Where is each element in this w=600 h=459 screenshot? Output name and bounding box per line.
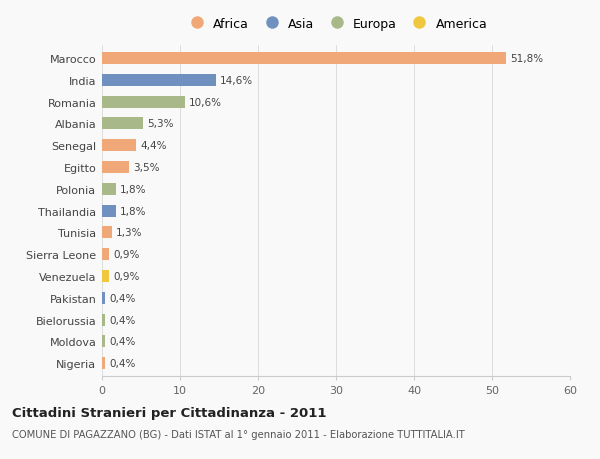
Bar: [102, 358, 105, 369]
Bar: [102, 162, 130, 174]
Bar: [102, 96, 185, 108]
Text: 0,4%: 0,4%: [109, 315, 136, 325]
Legend: Africa, Asia, Europa, America: Africa, Asia, Europa, America: [182, 15, 490, 33]
Bar: [102, 336, 105, 347]
Text: 5,3%: 5,3%: [147, 119, 174, 129]
Text: 0,9%: 0,9%: [113, 271, 139, 281]
Text: 3,5%: 3,5%: [133, 162, 160, 173]
Text: 0,4%: 0,4%: [109, 336, 136, 347]
Text: 14,6%: 14,6%: [220, 76, 253, 86]
Text: 10,6%: 10,6%: [188, 97, 221, 107]
Bar: [102, 292, 105, 304]
Bar: [102, 249, 109, 261]
Text: 0,4%: 0,4%: [109, 358, 136, 368]
Text: 4,4%: 4,4%: [140, 141, 167, 151]
Text: 1,8%: 1,8%: [120, 206, 146, 216]
Text: Cittadini Stranieri per Cittadinanza - 2011: Cittadini Stranieri per Cittadinanza - 2…: [12, 406, 326, 419]
Bar: [102, 118, 143, 130]
Bar: [102, 205, 116, 217]
Bar: [102, 270, 109, 282]
Bar: [102, 227, 112, 239]
Bar: [102, 140, 136, 152]
Text: 1,8%: 1,8%: [120, 185, 146, 195]
Bar: [102, 53, 506, 65]
Text: 1,3%: 1,3%: [116, 228, 143, 238]
Bar: [102, 314, 105, 326]
Text: COMUNE DI PAGAZZANO (BG) - Dati ISTAT al 1° gennaio 2011 - Elaborazione TUTTITAL: COMUNE DI PAGAZZANO (BG) - Dati ISTAT al…: [12, 429, 465, 439]
Text: 0,4%: 0,4%: [109, 293, 136, 303]
Text: 0,9%: 0,9%: [113, 250, 139, 260]
Bar: [102, 184, 116, 196]
Bar: [102, 75, 216, 87]
Text: 51,8%: 51,8%: [510, 54, 543, 64]
